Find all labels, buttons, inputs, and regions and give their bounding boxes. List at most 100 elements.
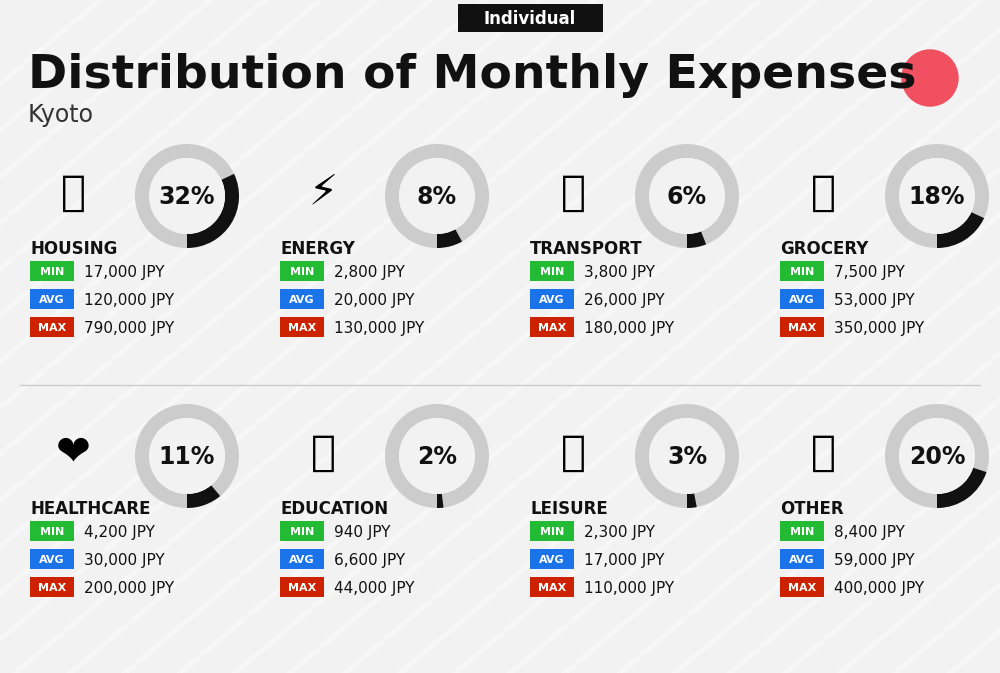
Text: 🎓: 🎓 — [310, 431, 336, 474]
FancyBboxPatch shape — [30, 289, 74, 309]
Text: 17,000 JPY: 17,000 JPY — [84, 264, 164, 279]
Text: AVG: AVG — [539, 555, 565, 565]
Text: MAX: MAX — [788, 583, 816, 593]
Text: MAX: MAX — [788, 323, 816, 333]
Text: MAX: MAX — [288, 583, 316, 593]
Text: 940 JPY: 940 JPY — [334, 524, 390, 540]
Text: AVG: AVG — [39, 295, 65, 305]
FancyBboxPatch shape — [458, 4, 602, 32]
Text: MIN: MIN — [540, 527, 564, 537]
Text: AVG: AVG — [289, 295, 315, 305]
Text: 6,600 JPY: 6,600 JPY — [334, 553, 405, 567]
Circle shape — [649, 418, 725, 494]
Text: AVG: AVG — [539, 295, 565, 305]
Text: 130,000 JPY: 130,000 JPY — [334, 320, 424, 336]
Text: 4,200 JPY: 4,200 JPY — [84, 524, 155, 540]
Wedge shape — [437, 229, 462, 248]
Text: TRANSPORT: TRANSPORT — [530, 240, 643, 258]
Wedge shape — [885, 144, 989, 248]
Circle shape — [902, 50, 958, 106]
FancyBboxPatch shape — [280, 549, 324, 569]
Circle shape — [899, 158, 975, 234]
FancyBboxPatch shape — [530, 549, 574, 569]
Wedge shape — [187, 485, 220, 508]
Text: 6%: 6% — [667, 185, 707, 209]
FancyBboxPatch shape — [30, 549, 74, 569]
Text: 🛒: 🛒 — [810, 172, 836, 213]
FancyBboxPatch shape — [30, 317, 74, 337]
Wedge shape — [135, 404, 239, 508]
Text: MAX: MAX — [38, 583, 66, 593]
Text: MIN: MIN — [790, 527, 814, 537]
FancyBboxPatch shape — [780, 289, 824, 309]
Wedge shape — [437, 494, 444, 508]
FancyBboxPatch shape — [780, 549, 824, 569]
Text: 26,000 JPY: 26,000 JPY — [584, 293, 665, 308]
Text: AVG: AVG — [39, 555, 65, 565]
FancyBboxPatch shape — [530, 521, 574, 541]
Text: 🏗: 🏗 — [60, 172, 86, 213]
FancyBboxPatch shape — [530, 317, 574, 337]
FancyBboxPatch shape — [280, 317, 324, 337]
Text: AVG: AVG — [289, 555, 315, 565]
Text: OTHER: OTHER — [780, 500, 844, 518]
Text: GROCERY: GROCERY — [780, 240, 868, 258]
Wedge shape — [385, 144, 489, 248]
Text: Kyoto: Kyoto — [28, 103, 94, 127]
Wedge shape — [385, 404, 489, 508]
FancyBboxPatch shape — [280, 521, 324, 541]
Text: 32%: 32% — [159, 185, 215, 209]
Wedge shape — [937, 212, 984, 248]
Circle shape — [149, 158, 225, 234]
Text: 180,000 JPY: 180,000 JPY — [584, 320, 674, 336]
Wedge shape — [937, 468, 986, 508]
Text: MIN: MIN — [40, 527, 64, 537]
FancyBboxPatch shape — [530, 261, 574, 281]
Circle shape — [899, 418, 975, 494]
Text: MAX: MAX — [38, 323, 66, 333]
FancyBboxPatch shape — [280, 261, 324, 281]
Text: 🚌: 🚌 — [560, 172, 586, 213]
FancyBboxPatch shape — [30, 261, 74, 281]
Text: EDUCATION: EDUCATION — [280, 500, 388, 518]
Text: MIN: MIN — [290, 267, 314, 277]
Text: 790,000 JPY: 790,000 JPY — [84, 320, 174, 336]
Text: 44,000 JPY: 44,000 JPY — [334, 581, 415, 596]
Circle shape — [649, 158, 725, 234]
Text: ENERGY: ENERGY — [280, 240, 355, 258]
Text: 3,800 JPY: 3,800 JPY — [584, 264, 655, 279]
Text: LEISURE: LEISURE — [530, 500, 608, 518]
Text: MIN: MIN — [540, 267, 564, 277]
Text: ⚡: ⚡ — [308, 172, 338, 213]
Text: HOUSING: HOUSING — [30, 240, 117, 258]
Wedge shape — [135, 144, 239, 248]
Text: MAX: MAX — [538, 583, 566, 593]
Text: 2,800 JPY: 2,800 JPY — [334, 264, 405, 279]
Text: AVG: AVG — [789, 555, 815, 565]
FancyBboxPatch shape — [780, 317, 824, 337]
Text: 30,000 JPY: 30,000 JPY — [84, 553, 165, 567]
Text: MAX: MAX — [288, 323, 316, 333]
Text: 53,000 JPY: 53,000 JPY — [834, 293, 915, 308]
Text: 8,400 JPY: 8,400 JPY — [834, 524, 905, 540]
Text: 59,000 JPY: 59,000 JPY — [834, 553, 915, 567]
Text: 20%: 20% — [909, 445, 965, 469]
Wedge shape — [885, 404, 989, 508]
Text: 8%: 8% — [417, 185, 457, 209]
Text: 7,500 JPY: 7,500 JPY — [834, 264, 905, 279]
Text: Individual: Individual — [484, 10, 576, 28]
Circle shape — [399, 158, 475, 234]
Text: 2%: 2% — [417, 445, 457, 469]
Text: 200,000 JPY: 200,000 JPY — [84, 581, 174, 596]
Text: AVG: AVG — [789, 295, 815, 305]
Text: 17,000 JPY: 17,000 JPY — [584, 553, 664, 567]
FancyBboxPatch shape — [780, 261, 824, 281]
Text: HEALTHCARE: HEALTHCARE — [30, 500, 150, 518]
Text: 18%: 18% — [909, 185, 965, 209]
Wedge shape — [635, 404, 739, 508]
Wedge shape — [687, 232, 706, 248]
FancyBboxPatch shape — [780, 577, 824, 597]
Wedge shape — [635, 144, 739, 248]
Text: 110,000 JPY: 110,000 JPY — [584, 581, 674, 596]
Text: MAX: MAX — [538, 323, 566, 333]
